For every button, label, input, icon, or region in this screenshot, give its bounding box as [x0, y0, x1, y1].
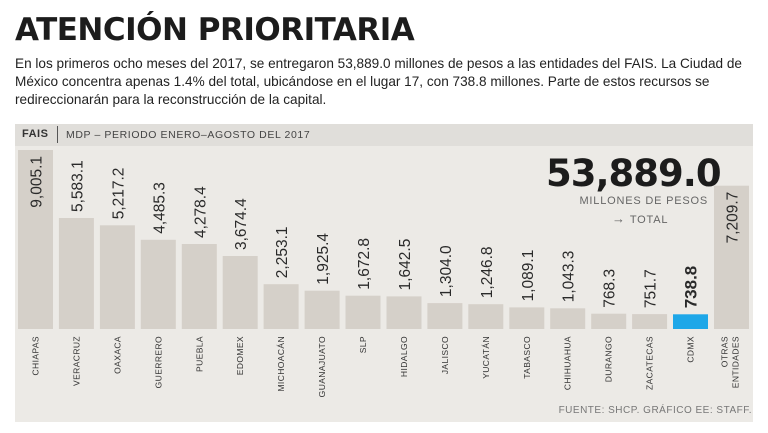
chart-header-subtitle: MDP – PERIODO ENERO–AGOSTO DEL 2017: [66, 129, 311, 141]
category-label: YUCATÁN: [481, 336, 491, 379]
value-label: 1,925.4: [315, 233, 332, 285]
page-title: ATENCIÓN PRIORITARIA: [15, 12, 415, 48]
bar-michoacán: [263, 284, 299, 329]
bar-slp: [345, 295, 381, 329]
bar-chiapas: [18, 150, 53, 329]
category-label: DURANGO: [604, 336, 614, 382]
bar-guanajuato: [304, 290, 340, 329]
chart-header-tag: FAIS: [22, 128, 49, 140]
value-label: 7,209.7: [725, 192, 742, 244]
bar-chihuahua: [550, 308, 586, 329]
arrow-right-icon: →: [612, 211, 626, 226]
category-label: GUERRERO: [153, 336, 163, 388]
bar-yucatán: [468, 304, 504, 329]
bar-jalisco: [427, 303, 463, 329]
value-label: 768.3: [602, 269, 619, 308]
category-label: JALISCO: [440, 336, 450, 374]
category-label: PUEBLA: [194, 336, 204, 372]
bar-tabasco: [509, 307, 545, 329]
chart-header-divider: [57, 126, 58, 143]
value-label: 738.8: [682, 266, 701, 309]
category-label: EDOMEX: [235, 336, 245, 375]
value-label: 5,217.2: [110, 168, 127, 220]
bar-cdmx: [673, 314, 708, 329]
category-label: HIDALGO: [399, 336, 409, 377]
value-label: 1,672.8: [356, 238, 373, 290]
value-label: 1,246.8: [479, 246, 496, 298]
category-label: CHIAPAS: [31, 336, 41, 376]
bar-veracruz: [58, 218, 94, 329]
category-label: GUANAJUATO: [317, 336, 327, 397]
value-label: 3,674.4: [233, 198, 250, 250]
bar-otras-entidades: [714, 185, 749, 329]
bar-edomex: [222, 256, 258, 329]
bar-durango: [591, 313, 627, 329]
total-label: → TOTAL: [612, 211, 668, 226]
chart-panel: [15, 124, 753, 422]
value-label: 4,278.4: [192, 186, 209, 238]
category-label: ZACATECAS: [645, 336, 655, 390]
value-label: 1,043.3: [561, 251, 578, 303]
category-label: VERACRUZ: [71, 336, 81, 386]
value-label: 9,005.1: [29, 156, 46, 208]
category-label: OTRAS: [720, 336, 730, 367]
total-value: 53,889.0: [546, 152, 722, 195]
source-credit: FUENTE: SHCP. GRÁFICO EE: STAFF.: [558, 405, 752, 416]
category-label: OAXACA: [112, 336, 122, 374]
value-label: 1,089.1: [520, 250, 537, 302]
bar-puebla: [181, 244, 217, 329]
category-label: MICHOACÁN: [276, 336, 286, 392]
value-label: 1,642.5: [397, 239, 414, 291]
category-label: ENTIDADES: [731, 336, 741, 388]
bar-oaxaca: [99, 225, 135, 329]
value-label: 2,253.1: [274, 226, 291, 278]
bar-zacatecas: [632, 314, 668, 329]
category-label: CDMX: [686, 336, 696, 363]
bar-guerrero: [140, 239, 176, 329]
category-label: CHIHUAHUA: [563, 336, 573, 390]
lede-paragraph: En los primeros ocho meses del 2017, se …: [15, 56, 742, 107]
value-label: 5,583.1: [69, 160, 86, 212]
chart-header-bar: [15, 124, 753, 146]
total-units: MILLONES DE PESOS: [579, 195, 708, 207]
value-label: 1,304.0: [438, 245, 455, 297]
value-label: 751.7: [643, 269, 660, 308]
bar-hidalgo: [386, 296, 422, 329]
value-label: 4,485.3: [151, 182, 168, 234]
total-label-text: TOTAL: [629, 214, 669, 226]
category-label: SLP: [358, 336, 368, 353]
category-label: TABASCO: [522, 336, 532, 379]
